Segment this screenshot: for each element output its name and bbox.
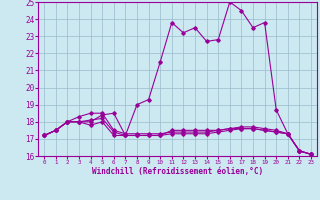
X-axis label: Windchill (Refroidissement éolien,°C): Windchill (Refroidissement éolien,°C) xyxy=(92,167,263,176)
